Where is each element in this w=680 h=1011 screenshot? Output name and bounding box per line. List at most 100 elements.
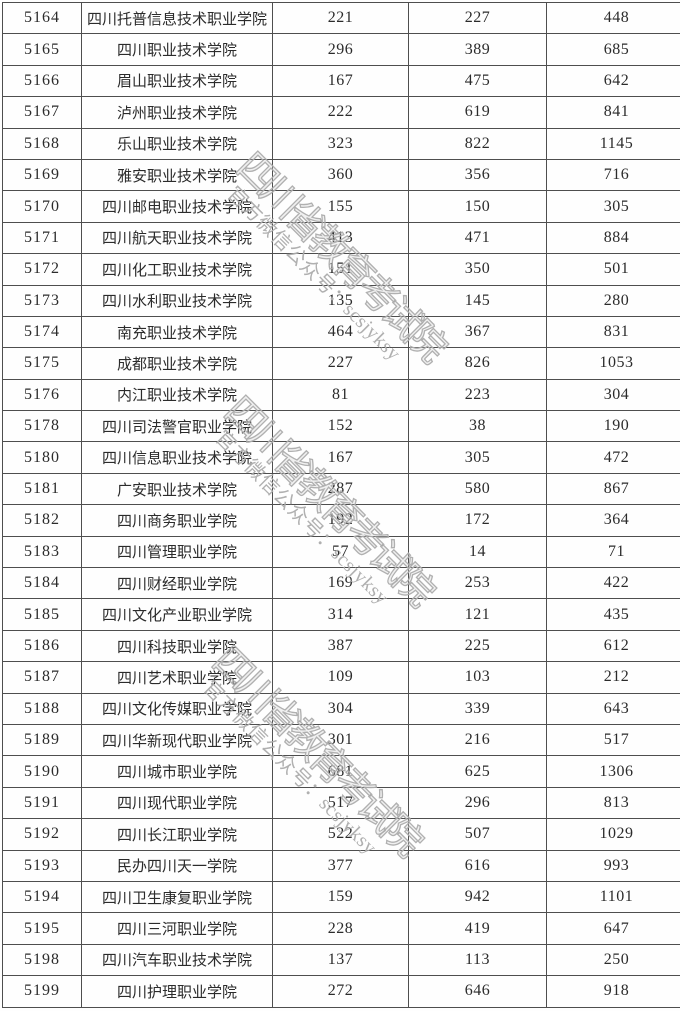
value-col-3: 813 (546, 786, 680, 820)
value-col-3: 647 (546, 912, 680, 945)
table-row: 5172 四川化工职业技术学院 151 350 501 (2, 253, 680, 286)
table-row: 5165 四川职业技术学院 296 389 685 (2, 33, 680, 66)
table-row: 5190 四川城市职业学院 681 625 1306 (2, 755, 680, 788)
value-col-2: 822 (408, 127, 547, 160)
college-name: 眉山职业技术学院 (81, 64, 273, 98)
value-col-2: 145 (408, 284, 547, 317)
value-col-2: 121 (408, 598, 547, 631)
college-code: 5178 (2, 410, 82, 443)
table-row: 5187 四川艺术职业学院 109 103 212 (2, 661, 680, 694)
table-row: 5182 四川商务职业学院 192 172 364 (2, 504, 680, 537)
value-col-1: 167 (272, 64, 409, 98)
college-code: 5185 (2, 598, 82, 631)
college-code: 5171 (2, 221, 82, 255)
table-row: 5194 四川卫生康复职业学院 159 942 1101 (2, 880, 680, 914)
table-row: 5198 四川汽车职业技术学院 137 113 250 (2, 943, 680, 977)
value-col-1: 377 (272, 849, 409, 882)
value-col-3: 472 (546, 441, 680, 474)
table-row: 5178 四川司法警官职业学院 152 38 190 (2, 410, 680, 443)
value-col-2: 356 (408, 158, 547, 192)
college-name: 四川长江职业学院 (81, 818, 273, 851)
value-col-3: 993 (546, 849, 680, 882)
value-col-2: 227 (408, 1, 547, 35)
value-col-1: 57 (272, 535, 409, 569)
value-col-2: 350 (408, 253, 547, 286)
value-col-2: 216 (408, 723, 547, 757)
value-col-2: 296 (408, 786, 547, 820)
college-code: 5189 (2, 723, 82, 757)
table-row: 5181 广安职业技术学院 287 580 867 (2, 472, 680, 506)
value-col-3: 884 (546, 221, 680, 255)
value-col-3: 642 (546, 64, 680, 98)
college-code: 5190 (2, 755, 82, 788)
value-col-1: 169 (272, 567, 409, 600)
value-col-2: 646 (408, 975, 547, 1008)
value-col-3: 250 (546, 943, 680, 977)
table-row: 5180 四川信息职业技术学院 167 305 472 (2, 441, 680, 474)
value-col-3: 685 (546, 33, 680, 66)
value-col-1: 227 (272, 347, 409, 380)
value-col-2: 625 (408, 755, 547, 788)
college-code: 5181 (2, 472, 82, 506)
value-col-3: 280 (546, 284, 680, 317)
college-name: 四川汽车职业技术学院 (81, 943, 273, 977)
value-col-1: 109 (272, 661, 409, 694)
college-code: 5186 (2, 629, 82, 663)
value-col-3: 612 (546, 629, 680, 663)
value-col-3: 1053 (546, 347, 680, 380)
value-col-2: 113 (408, 943, 547, 977)
college-name: 泸州职业技术学院 (81, 96, 273, 129)
college-code: 5166 (2, 64, 82, 98)
table-row: 5174 南充职业技术学院 464 367 831 (2, 315, 680, 349)
value-col-2: 389 (408, 33, 547, 66)
value-col-3: 643 (546, 692, 680, 725)
value-col-3: 716 (546, 158, 680, 192)
college-name: 四川航天职业技术学院 (81, 221, 273, 255)
college-code: 5194 (2, 880, 82, 914)
table-row: 5189 四川华新现代职业学院 301 216 517 (2, 723, 680, 757)
value-col-3: 867 (546, 472, 680, 506)
value-col-2: 475 (408, 64, 547, 98)
college-name: 四川托普信息技术职业学院 (81, 1, 273, 35)
value-col-1: 222 (272, 96, 409, 129)
college-code: 5199 (2, 975, 82, 1008)
college-code: 5192 (2, 818, 82, 851)
college-name: 四川卫生康复职业学院 (81, 880, 273, 914)
table-row: 5173 四川水利职业技术学院 135 145 280 (2, 284, 680, 317)
college-code: 5187 (2, 661, 82, 694)
college-name: 四川城市职业学院 (81, 755, 273, 788)
college-code: 5176 (2, 378, 82, 412)
college-name: 广安职业技术学院 (81, 472, 273, 506)
college-name: 成都职业技术学院 (81, 347, 273, 380)
college-name: 四川化工职业技术学院 (81, 253, 273, 286)
college-name: 四川华新现代职业学院 (81, 723, 273, 757)
college-name: 四川三河职业学院 (81, 912, 273, 945)
value-col-3: 841 (546, 96, 680, 129)
value-col-1: 323 (272, 127, 409, 160)
value-col-1: 296 (272, 33, 409, 66)
college-code: 5172 (2, 253, 82, 286)
college-code: 5167 (2, 96, 82, 129)
table-row: 5166 眉山职业技术学院 167 475 642 (2, 64, 680, 98)
value-col-3: 212 (546, 661, 680, 694)
college-name: 四川文化产业职业学院 (81, 598, 273, 631)
value-col-2: 305 (408, 441, 547, 474)
college-code: 5173 (2, 284, 82, 317)
value-col-3: 1101 (546, 880, 680, 914)
value-col-3: 1029 (546, 818, 680, 851)
value-col-1: 301 (272, 723, 409, 757)
college-code: 5182 (2, 504, 82, 537)
college-name: 四川现代职业学院 (81, 786, 273, 820)
value-col-1: 155 (272, 190, 409, 223)
value-col-2: 223 (408, 378, 547, 412)
value-col-3: 305 (546, 190, 680, 223)
value-col-2: 367 (408, 315, 547, 349)
college-code: 5198 (2, 943, 82, 977)
college-code: 5191 (2, 786, 82, 820)
college-code: 5183 (2, 535, 82, 569)
value-col-3: 448 (546, 1, 680, 35)
value-col-1: 287 (272, 472, 409, 506)
value-col-3: 364 (546, 504, 680, 537)
